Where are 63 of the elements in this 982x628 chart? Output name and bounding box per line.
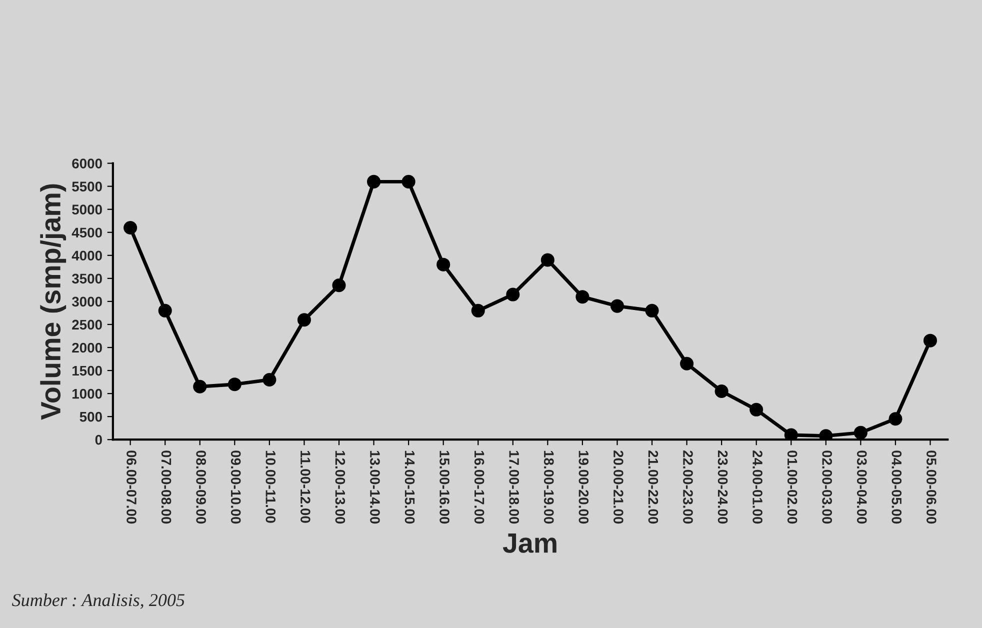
point (158, 304, 172, 318)
y-tick-label: 4500 (72, 228, 102, 238)
y-tick-label: 3500 (72, 274, 102, 284)
x-tick-label: 19.00-20.00 (578, 450, 589, 524)
x-tick-label: 12.00-13.00 (335, 450, 346, 524)
x-tick-label: 03.00-04.00 (856, 450, 867, 524)
point (367, 174, 381, 188)
x-tick-label: 20.00-21.00 (614, 450, 624, 524)
y-tick-label: 4000 (72, 250, 102, 261)
x-tick-label: 10.00-11.00 (266, 450, 276, 523)
point (436, 258, 450, 272)
point (228, 378, 242, 392)
x-tick-label: 15.00-16.00 (440, 450, 450, 524)
point (854, 426, 868, 440)
point (297, 313, 311, 327)
x-tick-label: 02.00-03.00 (822, 450, 832, 524)
point (332, 278, 346, 292)
y-tick-label: 5000 (72, 204, 102, 215)
x-tick-label: 06.00-07.00 (126, 450, 136, 524)
point (506, 288, 520, 302)
y-axis-title: Volume (smp/jam) (40, 184, 66, 420)
y-tick-label: 6000 (72, 158, 102, 168)
x-tick-label: 04.00-05.00 (892, 450, 902, 524)
point (124, 220, 138, 235)
point (540, 253, 554, 267)
point (610, 299, 624, 313)
point (402, 174, 416, 188)
x-tick-label: 08.00-09.00 (196, 450, 206, 524)
point (262, 372, 276, 386)
point (784, 428, 798, 440)
point (193, 380, 207, 394)
x-tick-label: 17.00-18.00 (509, 450, 519, 524)
y-tick-label: 1500 (72, 366, 102, 376)
x-tick-label: 24.00-01.00 (752, 450, 762, 524)
x-tick-label: 22.00-23.00 (683, 450, 693, 524)
y-tick-label: 1000 (72, 388, 102, 399)
point (680, 356, 694, 370)
x-tick-label: 21.00-22.00 (648, 450, 658, 524)
point (888, 412, 902, 426)
x-tick-label: 13.00-14.00 (370, 450, 380, 524)
y-tick-label: 3000 (72, 296, 102, 307)
x-tick-label: 16.00-17.00 (474, 450, 484, 524)
x-tick-label: 18.00-19.00 (544, 450, 554, 524)
y-tick-label: 2500 (72, 320, 102, 330)
point (750, 402, 764, 416)
x-tick-label: 23.00-24.00 (718, 450, 728, 524)
point (645, 304, 659, 318)
y-tick-label: 0 (95, 434, 102, 445)
point (576, 290, 590, 304)
x-tick-label: 09.00-10.00 (230, 450, 241, 524)
point (923, 334, 938, 348)
y-tick-label: 2000 (72, 342, 102, 353)
x-tick-label: 01.00-02.00 (787, 450, 798, 524)
x-axis-title: Jam (502, 534, 556, 553)
y-tick-label: 500 (80, 412, 102, 422)
point (714, 384, 728, 398)
text: Sumber : Analisis, 2005 (12, 593, 184, 609)
y-tick-label: 5500 (72, 182, 102, 192)
x-tick-label: 05.00-06.00 (926, 450, 936, 524)
x-tick-label: 14.00-15.00 (404, 450, 415, 524)
point (471, 304, 485, 318)
x-tick-label: 07.00-08.00 (161, 450, 172, 524)
x-tick-label: 11.00-12.00 (300, 450, 310, 523)
